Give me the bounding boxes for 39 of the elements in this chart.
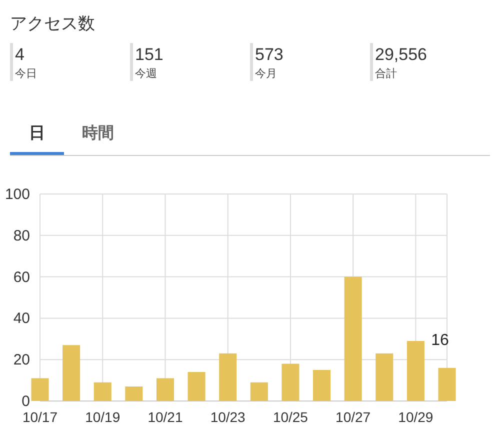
x-tick-label: 10/27 xyxy=(336,409,371,425)
category-label: 合計 xyxy=(375,67,397,80)
data-label: 573 xyxy=(255,45,284,64)
bar xyxy=(344,276,362,401)
x-tick-label: 10/17 xyxy=(22,409,58,425)
bar xyxy=(313,370,331,401)
category-label: 今月 xyxy=(255,68,277,80)
data-label: 4 xyxy=(15,45,24,64)
data-label: 16 xyxy=(431,332,449,349)
bar xyxy=(250,382,268,401)
x-tick-label: 10/19 xyxy=(85,409,120,425)
data-label: 151 xyxy=(135,45,164,64)
bar xyxy=(62,345,80,401)
data-label: 29,556 xyxy=(375,45,427,64)
y-tick-label: 40 xyxy=(13,310,30,328)
bar xyxy=(406,340,424,401)
x-tick-label: 10/29 xyxy=(398,409,434,425)
bar xyxy=(156,378,174,401)
tab: 日 xyxy=(10,125,64,155)
text: 時間 xyxy=(82,124,114,142)
x-tick-label: 10/23 xyxy=(210,409,246,425)
category-label: 今週 xyxy=(135,68,157,80)
bar xyxy=(188,372,206,401)
bar xyxy=(219,353,237,401)
bar xyxy=(376,353,394,401)
bar xyxy=(125,386,143,401)
y-tick-label: 100 xyxy=(4,186,30,203)
bar xyxy=(31,378,49,401)
x-tick-label: 10/25 xyxy=(272,409,308,425)
y-tick-label: 20 xyxy=(13,352,30,369)
y-tick-label: 80 xyxy=(13,227,30,244)
bar xyxy=(438,368,456,401)
x-tick-label: 10/21 xyxy=(148,409,183,425)
y-tick-label: 60 xyxy=(13,268,30,286)
text: アクセス数 xyxy=(10,14,95,33)
y-tick-label: 0 xyxy=(22,393,30,410)
bar xyxy=(94,382,112,401)
category-label: 今日 xyxy=(15,68,37,80)
bar xyxy=(282,364,300,401)
